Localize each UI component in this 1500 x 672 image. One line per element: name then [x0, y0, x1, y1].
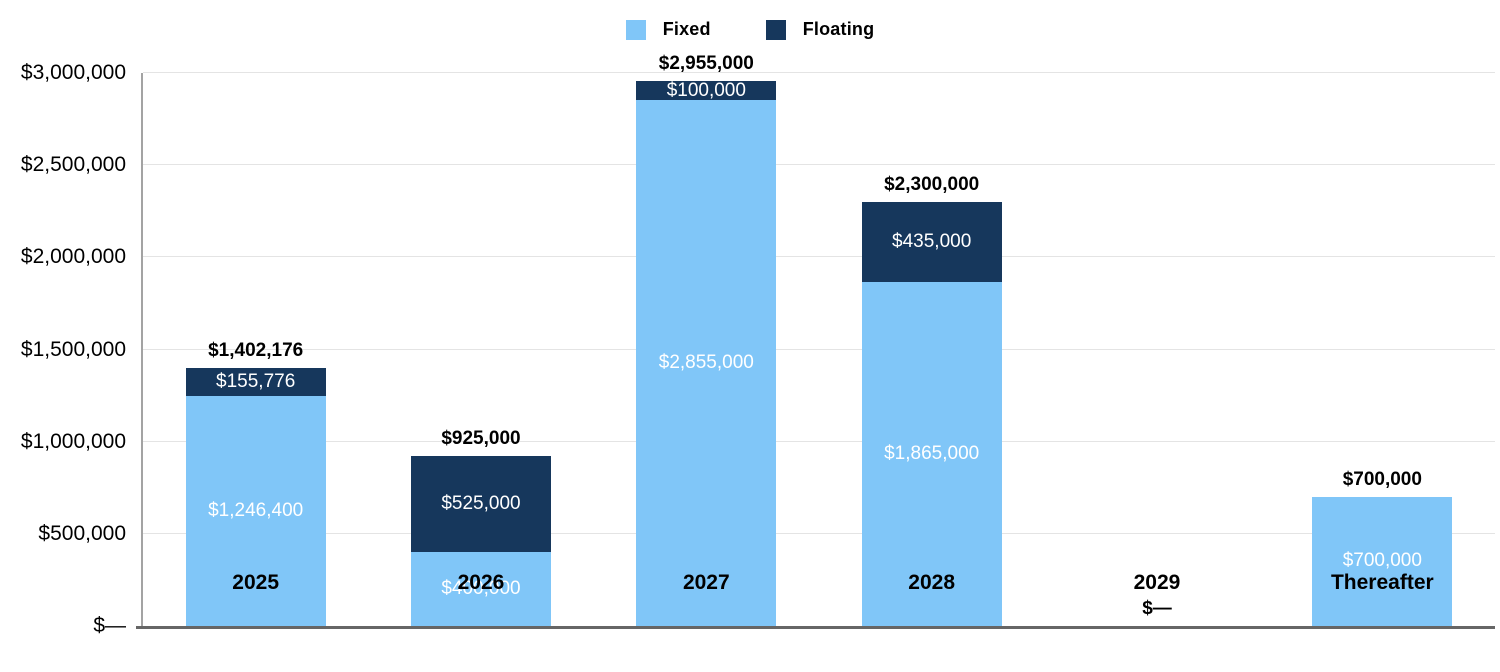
y-axis-tick-label: $2,500,000 [20, 153, 126, 177]
legend-swatch-fixed-icon [625, 19, 646, 40]
bar-segment-value-label: $525,000 [441, 492, 521, 514]
legend-label: Fixed [662, 19, 711, 39]
gridline [143, 348, 1495, 350]
x-axis-category-label: 2029 [1133, 571, 1181, 594]
y-axis: $— $500,000 $1,000,000 $1,500,000 $2,000,000… [0, 0, 126, 672]
bar-segment-floating: $435,000 [861, 202, 1002, 283]
x-axis-category-label: 2028 [908, 571, 956, 594]
gridline [143, 440, 1495, 442]
gridline [143, 532, 1495, 534]
bar-thereafter: $700,000 [1312, 73, 1453, 626]
bar-2027: $2,855,000 $100,000 [636, 73, 777, 626]
bar-total-label: $925,000 [441, 427, 521, 449]
bar-segment-fixed: $1,865,000 [861, 282, 1002, 626]
bar-segment-fixed: $700,000 [1312, 496, 1453, 626]
bar-total-label: $2,300,000 [884, 174, 980, 196]
bar-segment-value-label: $700,000 [1342, 550, 1422, 572]
bar-segment-floating: $525,000 [410, 455, 551, 553]
bar-slot-thereafter: $700,000 $700,000 [1270, 73, 1495, 626]
y-axis-tick-label: $2,000,000 [20, 245, 126, 269]
bar-segment-value-label: $1,865,000 [884, 443, 980, 465]
y-axis-tick-label: $— [93, 614, 126, 637]
legend-item: Fixed [625, 19, 711, 40]
bar-2026: $400,000 $525,000 [410, 73, 551, 626]
bar-2025: $1,246,400 $155,776 [185, 73, 326, 626]
bar-slot-2028: $1,865,000 $435,000 $2,300,000 [819, 73, 1044, 626]
bar-segment-floating: $100,000 [636, 79, 777, 101]
bar-2029 [1087, 73, 1227, 626]
x-axis-category-label: 2027 [682, 571, 730, 594]
bar-slot-2027: $2,855,000 $100,000 $2,955,000 [594, 53, 819, 626]
bar-slot-2029: $— [1044, 73, 1269, 626]
gridline [143, 164, 1495, 166]
x-axis-category-label: 2025 [232, 571, 280, 594]
bar-segment-value-label: $400,000 [441, 578, 521, 600]
bar-slot-2025: $1,246,400 $155,776 $1,402,176 [143, 73, 368, 626]
legend-label: Floating [802, 19, 875, 39]
y-axis-line [141, 73, 143, 626]
bar-total-label: $1,402,176 [208, 339, 304, 361]
chart-legend: Fixed Floating [0, 19, 1500, 40]
bar-total-label: $2,955,000 [658, 53, 754, 75]
y-axis-tick-label: $1,000,000 [20, 429, 126, 453]
gridline [143, 72, 1495, 73]
legend-swatch-floating-icon [765, 19, 786, 40]
bar-2028: $1,865,000 $435,000 [861, 73, 1002, 626]
bar-total-label: $— [1142, 598, 1172, 619]
bar-total-label: $700,000 [1342, 468, 1422, 490]
bar-segment-value-label: $1,246,400 [208, 500, 304, 522]
bar-segment-fixed: $400,000 [410, 552, 551, 626]
x-axis-category-label: 2026 [457, 571, 505, 594]
x-axis-category-label: Thereafter [1330, 571, 1434, 594]
bar-segment-fixed: $1,246,400 [185, 396, 326, 626]
plot-area: $1,246,400 $155,776 $1,402,176 $400,000 $525… [136, 53, 1495, 629]
bar-segment-value-label: $100,000 [666, 79, 746, 101]
bar-segment-fixed: $2,855,000 [636, 99, 777, 626]
x-axis-line [136, 626, 1495, 629]
bar-segment-value-label: $435,000 [892, 231, 972, 253]
bar-segment-value-label: $155,776 [216, 370, 296, 392]
y-axis-tick-label: $1,500,000 [20, 337, 126, 361]
bar-slot-2026: $400,000 $525,000 $925,000 [368, 73, 593, 626]
legend-item: Floating [765, 19, 875, 40]
y-axis-tick-label: $3,000,000 [20, 61, 126, 84]
gridline [143, 256, 1495, 258]
bar-segment-floating: $155,776 [185, 367, 326, 397]
y-axis-tick-label: $500,000 [38, 521, 126, 545]
bar-segment-value-label: $2,855,000 [658, 351, 754, 373]
